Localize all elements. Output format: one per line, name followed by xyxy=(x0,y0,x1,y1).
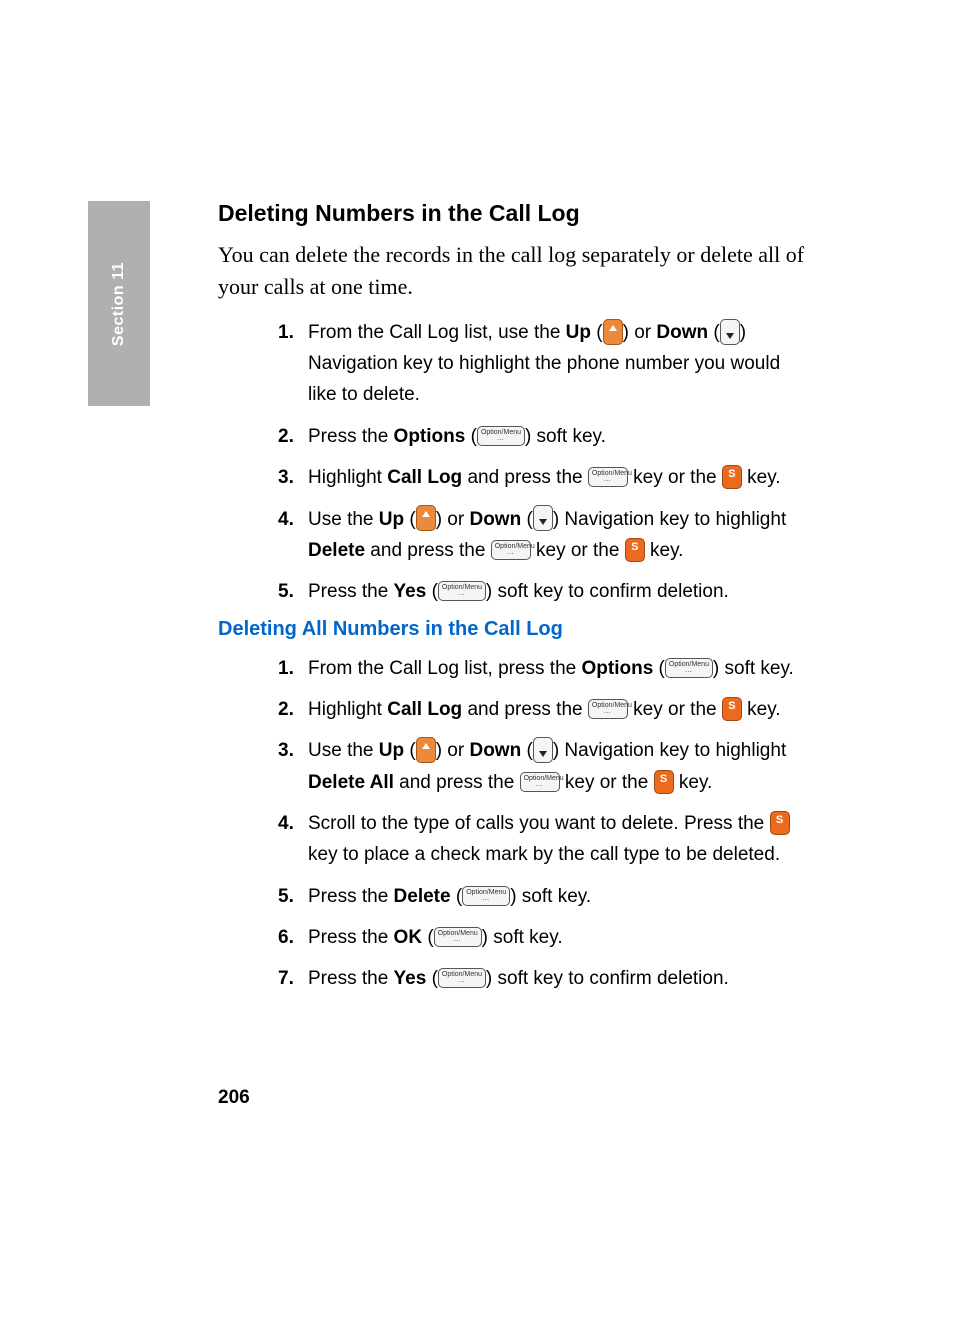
down-arrow-key-icon xyxy=(720,319,740,345)
up-arrow-key-icon xyxy=(416,737,436,763)
step-item: 3. Highlight Call Log and press the Optio… xyxy=(278,462,808,493)
step-item: 7. Press the Yes (Option/Menu⋯) soft key … xyxy=(278,963,808,994)
section-tab-label: Section 11 xyxy=(110,261,128,345)
s-key-icon: S xyxy=(625,538,645,562)
step-text: Highlight Call Log and press the Option/… xyxy=(308,467,781,488)
subsection-heading: Deleting All Numbers in the Call Log xyxy=(218,618,808,641)
section-tab: Section 11 xyxy=(88,201,150,406)
step-text: Press the OK (Option/Menu⋯) soft key. xyxy=(308,927,563,948)
option-menu-key-icon: Option/Menu⋯ xyxy=(477,426,525,446)
step-number: 7. xyxy=(278,963,294,994)
intro-paragraph: You can delete the records in the call l… xyxy=(218,239,808,303)
option-menu-key-icon: Option/Menu⋯ xyxy=(520,772,560,792)
step-number: 3. xyxy=(278,735,294,766)
step-item: 6. Press the OK (Option/Menu⋯) soft key. xyxy=(278,922,808,953)
option-menu-key-icon: Option/Menu⋯ xyxy=(434,927,482,947)
steps-list-a: 1. From the Call Log list, use the Up () … xyxy=(218,317,808,608)
step-number: 4. xyxy=(278,504,294,535)
step-text: Use the Up () or Down () Navigation key … xyxy=(308,509,786,561)
step-text: Press the Yes (Option/Menu⋯) soft key to… xyxy=(308,968,729,989)
step-item: 1. From the Call Log list, press the Opti… xyxy=(278,653,808,684)
section-heading: Deleting Numbers in the Call Log xyxy=(218,200,808,227)
option-menu-key-icon: Option/Menu⋯ xyxy=(665,658,713,678)
s-key-icon: S xyxy=(722,465,742,489)
step-text: Press the Options (Option/Menu⋯) soft ke… xyxy=(308,426,606,447)
step-number: 2. xyxy=(278,421,294,452)
step-text: From the Call Log list, press the Option… xyxy=(308,658,794,679)
step-text: Press the Yes (Option/Menu⋯) soft key to… xyxy=(308,581,729,602)
step-number: 2. xyxy=(278,694,294,725)
step-text: Scroll to the type of calls you want to … xyxy=(308,813,790,865)
step-number: 3. xyxy=(278,462,294,493)
option-menu-key-icon: Option/Menu⋯ xyxy=(438,968,486,988)
step-item: 2. Highlight Call Log and press the Optio… xyxy=(278,694,808,725)
step-text: Use the Up () or Down () Navigation key … xyxy=(308,740,786,792)
option-menu-key-icon: Option/Menu⋯ xyxy=(588,467,628,487)
step-item: 4. Scroll to the type of calls you want t… xyxy=(278,808,808,871)
step-item: 4. Use the Up () or Down () Navigation ke… xyxy=(278,504,808,567)
step-number: 5. xyxy=(278,576,294,607)
step-item: 5. Press the Delete (Option/Menu⋯) soft k… xyxy=(278,881,808,912)
step-item: 3. Use the Up () or Down () Navigation ke… xyxy=(278,735,808,798)
step-number: 1. xyxy=(278,653,294,684)
option-menu-key-icon: Option/Menu⋯ xyxy=(491,540,531,560)
step-text: Press the Delete (Option/Menu⋯) soft key… xyxy=(308,886,591,907)
step-item: 2. Press the Options (Option/Menu⋯) soft … xyxy=(278,421,808,452)
up-arrow-key-icon xyxy=(603,319,623,345)
step-number: 6. xyxy=(278,922,294,953)
option-menu-key-icon: Option/Menu⋯ xyxy=(438,581,486,601)
step-text: From the Call Log list, use the Up () or… xyxy=(308,322,780,406)
step-text: Highlight Call Log and press the Option/… xyxy=(308,699,781,720)
manual-page: Section 11 Deleting Numbers in the Call … xyxy=(0,0,954,1319)
step-number: 1. xyxy=(278,317,294,348)
s-key-icon: S xyxy=(722,697,742,721)
down-arrow-key-icon xyxy=(533,737,553,763)
page-number: 206 xyxy=(218,1087,250,1109)
option-menu-key-icon: Option/Menu⋯ xyxy=(588,699,628,719)
s-key-icon: S xyxy=(654,770,674,794)
up-arrow-key-icon xyxy=(416,505,436,531)
step-number: 4. xyxy=(278,808,294,839)
page-content: Deleting Numbers in the Call Log You can… xyxy=(218,200,808,1005)
option-menu-key-icon: Option/Menu⋯ xyxy=(462,886,510,906)
step-item: 1. From the Call Log list, use the Up () … xyxy=(278,317,808,411)
steps-list-b: 1. From the Call Log list, press the Opti… xyxy=(218,653,808,995)
step-number: 5. xyxy=(278,881,294,912)
down-arrow-key-icon xyxy=(533,505,553,531)
step-item: 5. Press the Yes (Option/Menu⋯) soft key … xyxy=(278,576,808,607)
s-key-icon: S xyxy=(770,811,790,835)
